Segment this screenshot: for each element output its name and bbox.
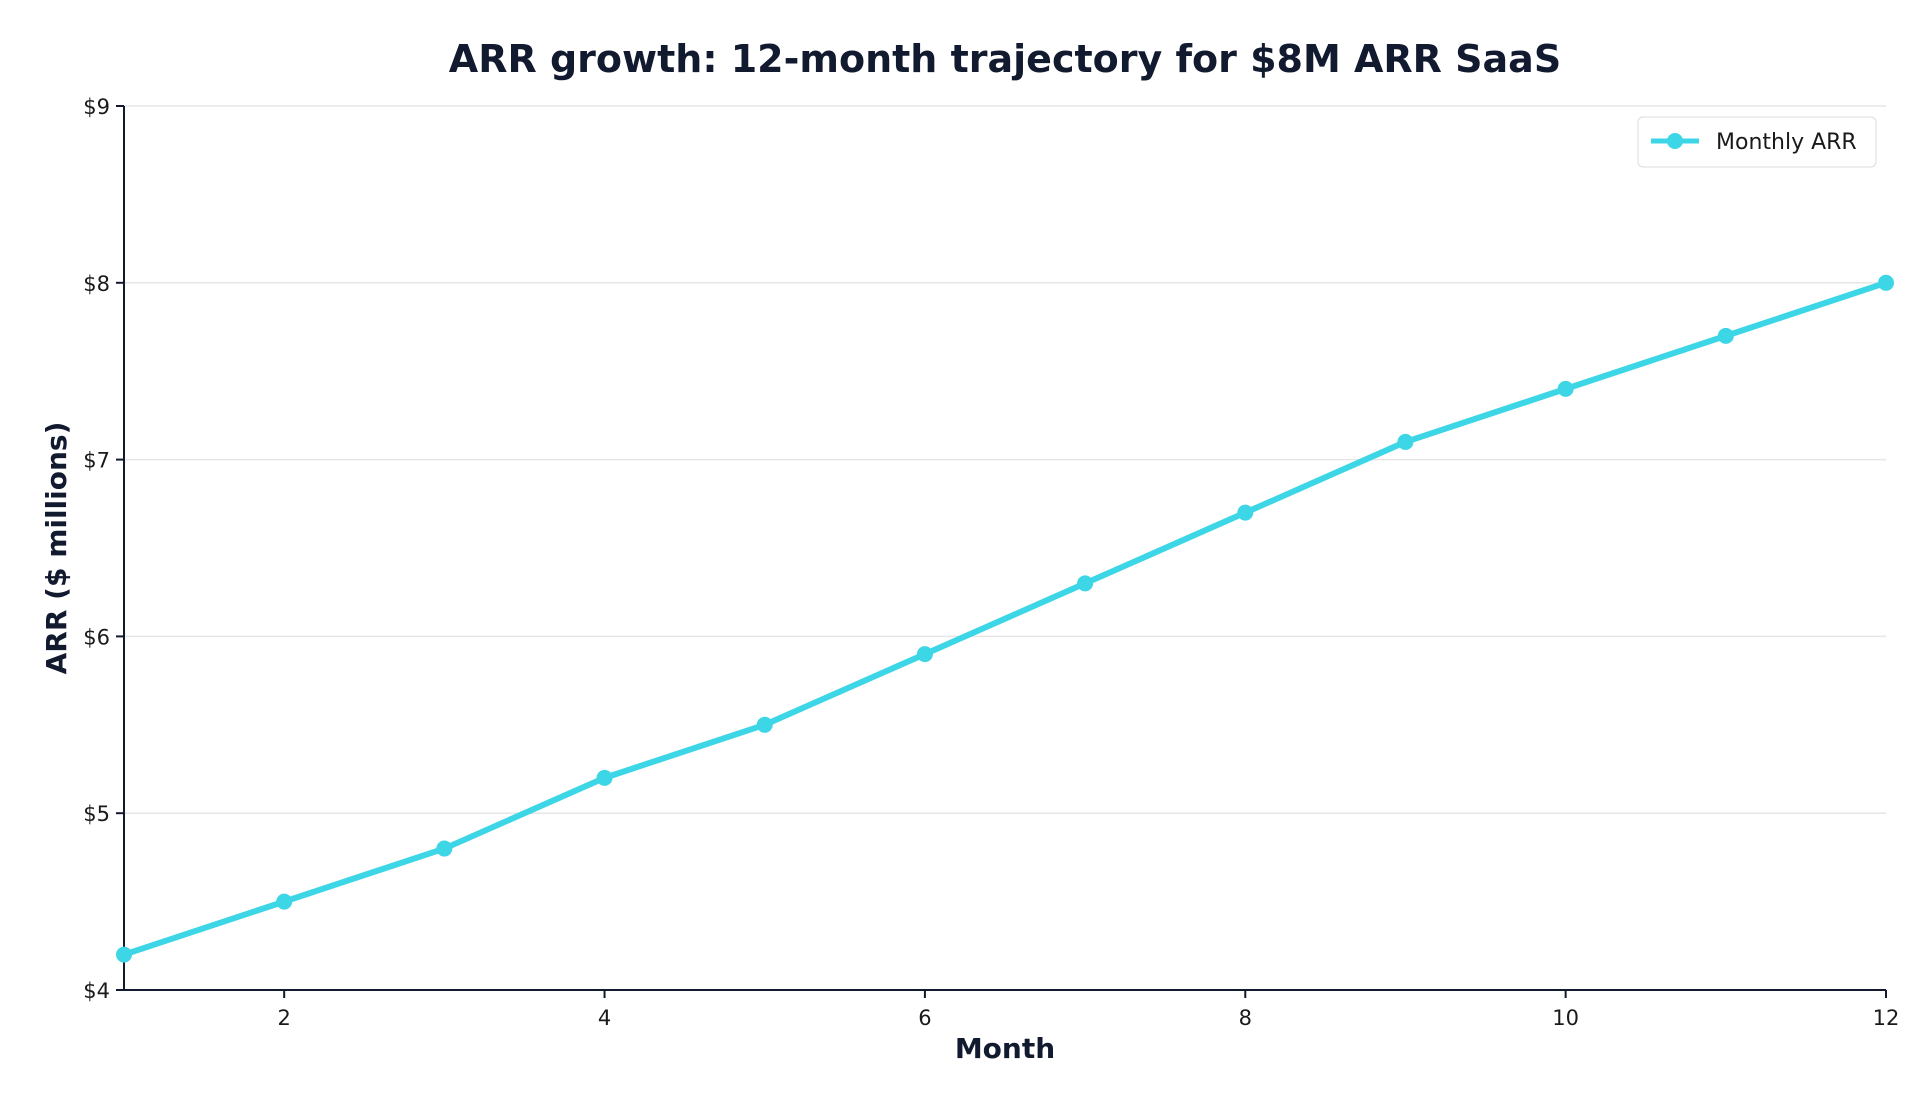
data-point [1077,575,1094,592]
x-tick-label: 12 [1873,1006,1900,1030]
legend-box [1637,116,1877,168]
data-point [436,840,453,857]
legend: Monthly ARR [1637,116,1877,168]
tick-labels: $4 $5 $6 $7 $8 $9 2 4 6 8 10 12 [83,95,1899,1030]
series-line [121,279,1889,958]
legend-marker-swatch [1667,133,1683,149]
data-point [1237,504,1254,521]
legend-label: Monthly ARR [1716,130,1857,155]
series-layer [116,274,1894,963]
x-tick-label: 4 [598,1006,611,1030]
x-tick-label: 2 [277,1006,290,1030]
y-tick-label: $8 [83,272,110,296]
x-tick-label: 10 [1552,1006,1579,1030]
y-tick-label: $4 [83,979,110,1003]
data-point [116,946,132,963]
chart-title: ARR growth: 12-month trajectory for $8M … [449,37,1561,81]
data-point [596,769,613,786]
y-tick-label: $6 [83,625,110,649]
y-tick-label: $5 [83,802,110,826]
x-tick-label: 6 [918,1006,931,1030]
data-point [1878,274,1894,291]
y-axis-title: ARR ($ millions) [40,422,73,675]
data-point [756,716,773,733]
data-point [916,646,933,663]
x-tick-label: 8 [1239,1006,1252,1030]
data-point [276,893,293,910]
axes [116,105,1887,998]
data-point [1397,433,1414,450]
y-tick-label: $7 [83,449,110,473]
y-tick-label: $9 [83,95,110,119]
data-point [1557,380,1574,397]
x-axis-title: Month [955,1032,1055,1065]
grid-lines [124,105,1886,814]
data-point [1717,327,1734,344]
